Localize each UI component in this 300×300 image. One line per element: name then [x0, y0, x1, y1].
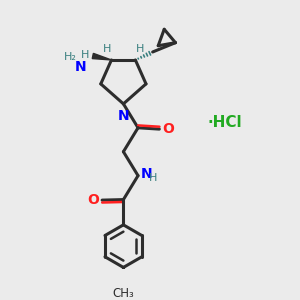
Polygon shape — [92, 53, 111, 60]
Text: H₂: H₂ — [64, 52, 76, 62]
Text: CH₃: CH₃ — [112, 286, 134, 300]
Text: H: H — [103, 44, 111, 54]
Text: H: H — [81, 50, 90, 60]
Text: O: O — [163, 122, 174, 136]
Text: O: O — [87, 193, 99, 207]
Text: ·HCl: ·HCl — [207, 115, 242, 130]
Text: H: H — [136, 44, 144, 54]
Text: H: H — [149, 173, 158, 183]
Text: N: N — [75, 60, 86, 74]
Text: N: N — [141, 167, 152, 181]
Text: N: N — [118, 109, 130, 123]
